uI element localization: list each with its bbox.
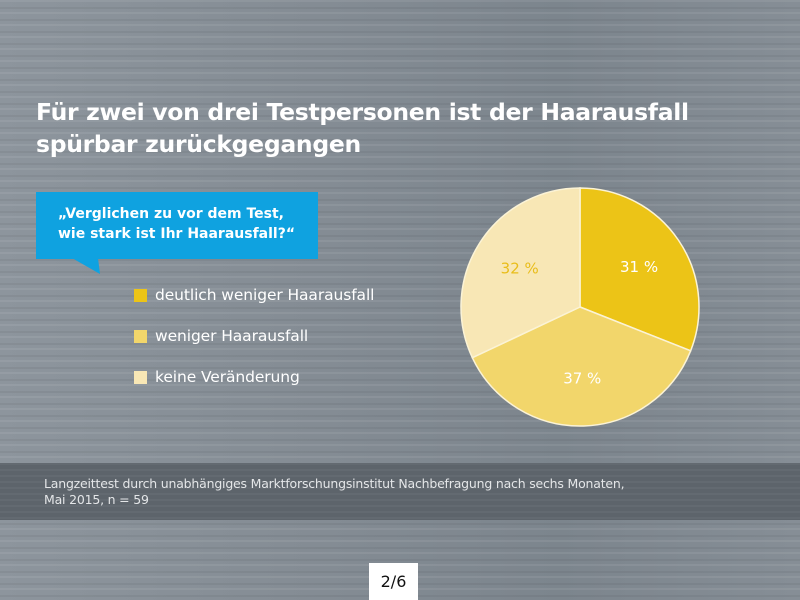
- chart-legend: deutlich weniger Haarausfall weniger Haa…: [134, 283, 374, 406]
- source-note-line-2: Mai 2015, n = 59: [44, 492, 149, 507]
- pie-slice-label: 37 %: [563, 369, 601, 387]
- legend-swatch: [134, 370, 147, 384]
- question-line-1: „Verglichen zu vor dem Test,: [58, 206, 284, 222]
- slide-title: Für zwei von drei Testpersonen ist der H…: [36, 98, 689, 158]
- question-line-2: wie stark ist Ihr Haarausfall?“: [58, 226, 296, 242]
- pie-chart: 31 % 37 % 32 %: [460, 187, 700, 427]
- legend-item: deutlich weniger Haarausfall: [134, 283, 374, 307]
- pie-slice: [579, 187, 700, 352]
- source-note-line-1: Langzeittest durch unabhängiges Marktfor…: [44, 476, 625, 491]
- legend-label: keine Veränderung: [155, 368, 300, 386]
- legend-swatch: [134, 329, 147, 343]
- legend-label: deutlich weniger Haarausfall: [155, 286, 375, 304]
- pie-slice-label: 31 %: [620, 258, 658, 276]
- footer-band: [0, 463, 800, 520]
- legend-swatch: [134, 288, 147, 302]
- legend-item: keine Veränderung: [134, 365, 374, 389]
- source-note: Langzeittest durch unabhängiges Marktfor…: [44, 476, 764, 508]
- pie-slice: [460, 187, 581, 359]
- question-bubble: „Verglichen zu vor dem Test, wie stark i…: [36, 192, 318, 259]
- legend-item: weniger Haarausfall: [134, 324, 374, 348]
- page-indicator[interactable]: 2/6: [369, 563, 418, 600]
- legend-label: weniger Haarausfall: [155, 327, 309, 345]
- speech-bubble-tail: [72, 258, 100, 274]
- pie-slice-label: 32 %: [501, 260, 539, 278]
- pie-slice: [471, 306, 692, 427]
